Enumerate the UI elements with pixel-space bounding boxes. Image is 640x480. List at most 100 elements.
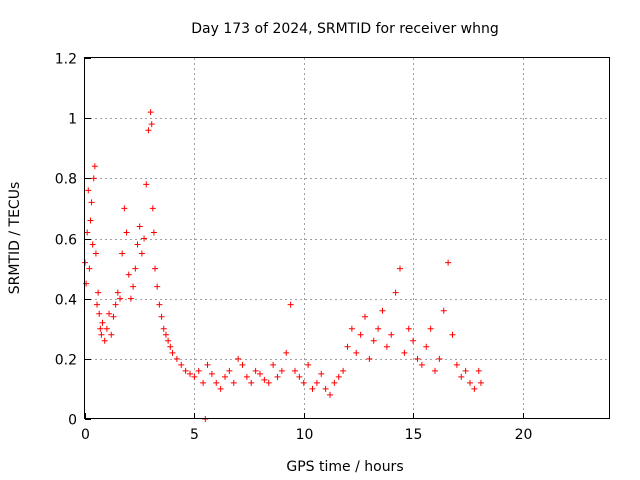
data-point [445, 259, 452, 266]
data-point [418, 361, 425, 368]
data-point [375, 325, 382, 332]
data-point [405, 325, 412, 332]
data-point [462, 367, 469, 374]
data-point [119, 250, 126, 257]
data-point [222, 373, 228, 380]
chart-title: Day 173 of 2024, SRMTID for receiver whn… [191, 21, 499, 37]
data-point [204, 361, 211, 368]
data-point [138, 250, 145, 257]
data-point [165, 337, 172, 344]
data-point [130, 283, 137, 290]
grid [85, 58, 610, 419]
data-point [362, 313, 368, 320]
data-point [108, 331, 115, 338]
data-point [379, 307, 386, 314]
plot-frame [84, 57, 610, 419]
data-point [167, 343, 174, 350]
data-point [112, 301, 119, 308]
data-point [101, 337, 108, 344]
y-tick-label: 0 [68, 413, 77, 429]
data-point [145, 127, 152, 134]
data-point [261, 376, 268, 383]
data-point [148, 121, 155, 128]
data-point [453, 361, 460, 368]
data-point [127, 295, 134, 302]
data-point [150, 229, 157, 236]
data-point [143, 181, 150, 188]
data-point [239, 361, 246, 368]
data-point [158, 313, 165, 320]
y-tick-label: 0.4 [55, 293, 77, 309]
data-point [344, 343, 351, 350]
data-point [217, 385, 224, 392]
data-points [82, 109, 484, 422]
data-point [191, 373, 198, 380]
y-tick-label: 1.2 [55, 52, 77, 68]
data-point [401, 349, 408, 356]
data-point [287, 301, 294, 308]
data-point [327, 391, 333, 398]
data-point [141, 235, 148, 242]
data-point [125, 271, 132, 278]
data-point [449, 331, 456, 338]
y-tick-label: 0.8 [55, 172, 77, 188]
data-point [274, 373, 281, 380]
y-tick-label: 0.6 [55, 233, 77, 249]
data-point [178, 361, 185, 368]
data-point [230, 379, 237, 386]
data-point [414, 355, 421, 362]
data-point [99, 319, 106, 326]
data-point [423, 343, 430, 350]
data-point [392, 289, 399, 296]
data-point [123, 229, 130, 236]
data-point [160, 325, 167, 332]
data-point [96, 310, 103, 317]
data-point [467, 379, 473, 386]
data-point [91, 163, 98, 170]
y-tick-label: 1 [68, 112, 77, 128]
data-point [169, 349, 176, 356]
data-point [187, 370, 193, 377]
data-point [440, 307, 447, 314]
data-point [154, 283, 161, 290]
data-point [89, 241, 96, 248]
data-point [173, 355, 180, 362]
data-point [300, 379, 307, 386]
data-point [436, 355, 443, 362]
data-point [353, 349, 360, 356]
data-point [200, 379, 207, 386]
y-tick-label: 0.2 [55, 353, 77, 369]
x-tick-label: 10 [296, 427, 314, 443]
data-point [309, 385, 316, 392]
data-point [370, 337, 377, 344]
data-point [84, 229, 91, 236]
data-point [226, 367, 233, 374]
data-point [471, 385, 478, 392]
data-point [292, 367, 298, 374]
data-point [85, 187, 92, 194]
data-point [117, 295, 123, 302]
data-point [243, 373, 250, 380]
data-point [149, 205, 156, 212]
data-point [410, 337, 417, 344]
data-point [132, 265, 139, 272]
data-point [257, 370, 263, 377]
data-point [348, 325, 355, 332]
data-point [156, 301, 163, 308]
x-tick-label: 0 [81, 427, 90, 443]
data-point [90, 175, 97, 182]
data-point [397, 265, 403, 272]
data-point [357, 331, 364, 338]
data-point [475, 367, 482, 374]
data-point [427, 325, 434, 332]
data-point [98, 331, 105, 338]
y-axis-label: SRMTID / TECUs [7, 182, 23, 295]
data-point [318, 370, 325, 377]
data-point [458, 373, 465, 380]
data-point [305, 361, 312, 368]
data-point [265, 379, 272, 386]
data-point [322, 385, 329, 392]
data-point [87, 217, 94, 224]
data-point [152, 265, 158, 272]
